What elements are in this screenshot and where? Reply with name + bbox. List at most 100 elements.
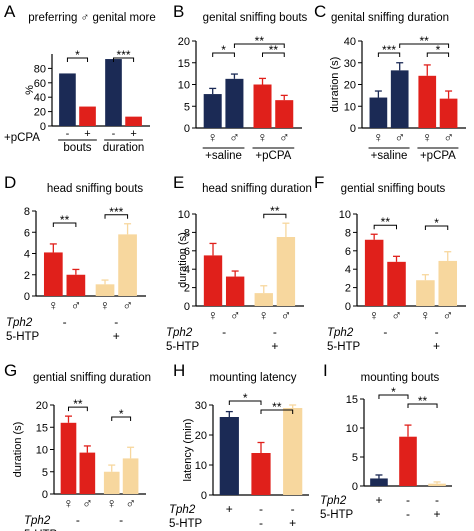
bar <box>364 239 384 306</box>
y-tick-label: 15 <box>346 394 358 406</box>
significance-bracket <box>212 52 235 57</box>
group-label: +pCPA <box>255 150 291 162</box>
y-tick-label: 0 <box>40 121 46 133</box>
factor-value: - <box>291 502 295 516</box>
y-tick-label: 0 <box>352 481 358 493</box>
bar <box>251 453 271 495</box>
significance-label: *** <box>109 205 123 219</box>
panel-title: head sniffing duration <box>202 183 312 195</box>
factor-row-label: 5-HTP <box>169 518 203 530</box>
factor-value: - <box>76 513 80 527</box>
panel-title: head sniffing bouts <box>47 183 144 195</box>
x-category-label: ♀ <box>63 495 74 511</box>
bar <box>59 73 76 126</box>
bar <box>283 408 303 495</box>
y-tick-label: 10 <box>178 80 190 92</box>
factor-row-label: Tph2 <box>166 327 193 339</box>
factor-value: - <box>406 507 410 521</box>
y-tick-label: 30 <box>195 400 207 412</box>
bar <box>125 116 142 126</box>
factor-row-label: Tph2 <box>6 317 33 329</box>
x-category-label: + <box>130 128 136 140</box>
x-category-label: ♀ <box>369 307 380 323</box>
panel-title: mounting latency <box>210 372 297 384</box>
y-axis-label: duration (s) <box>12 422 24 478</box>
factor-row-label: 5-HTP <box>320 509 354 521</box>
factor-value: - <box>273 325 277 339</box>
y-tick-label: 15 <box>178 58 190 70</box>
significance-label: ** <box>60 213 70 227</box>
y-tick-label: 8 <box>345 227 351 239</box>
bar <box>103 471 120 494</box>
y-tick-label: 0 <box>184 123 190 135</box>
factor-row-label: 5-HTP <box>24 529 58 531</box>
bar <box>387 261 406 306</box>
x-category-label: + <box>84 128 90 140</box>
group-label: +pCPA <box>420 150 456 162</box>
bar <box>105 59 122 126</box>
x-category-label: ♂ <box>229 129 240 145</box>
x-category-label: ♂ <box>71 297 82 313</box>
x-category-label: ♂ <box>391 307 402 323</box>
x-category-label: ♂ <box>125 495 136 511</box>
significance-bracket <box>67 406 88 412</box>
panel-letter: G <box>4 361 17 380</box>
x-category-label: ♂ <box>230 307 241 323</box>
significance-bracket <box>399 43 450 48</box>
panel-title: mounting bouts <box>361 372 440 384</box>
factor-value: - <box>406 493 410 507</box>
significance-bracket <box>262 52 285 57</box>
x-category-label: ♀ <box>100 297 111 313</box>
y-tick-label: 4 <box>345 264 351 276</box>
significance-label: ** <box>255 34 265 48</box>
significance-bracket <box>426 52 450 57</box>
bar <box>369 97 388 128</box>
factor-row-label: 5-HTP <box>6 331 40 343</box>
factor-value: - <box>222 325 226 339</box>
y-tick-label: 4 <box>184 264 190 276</box>
factor-value: - <box>383 325 387 339</box>
factor-value: + <box>113 329 120 343</box>
y-tick-label: 10 <box>178 209 190 221</box>
y-axis-label: % <box>24 85 36 95</box>
panel-title: gential sniffing duration <box>33 372 151 384</box>
y-tick-label: 4 <box>24 249 30 261</box>
y-tick-label: 2 <box>345 283 351 295</box>
significance-bracket <box>228 400 262 405</box>
factor-value: + <box>433 339 440 353</box>
significance-label: *** <box>117 48 131 62</box>
panel-title: gential sniffing bouts <box>341 183 446 195</box>
y-tick-label: 10 <box>36 445 48 457</box>
panel-title: genital sniffing bouts <box>203 12 308 24</box>
significance-bracket <box>260 409 294 414</box>
y-tick-label: 40 <box>34 92 46 104</box>
factor-value: - <box>119 513 123 527</box>
bar <box>122 458 139 494</box>
panel-title: preferring ♂ genital more <box>28 12 156 24</box>
bar <box>203 94 222 128</box>
significance-bracket <box>263 213 287 219</box>
factor-value: - <box>435 493 439 507</box>
bar <box>43 252 63 296</box>
bar <box>203 255 223 306</box>
factor-value: - <box>259 502 263 516</box>
panel-letter: H <box>173 361 185 380</box>
significance-bracket <box>424 225 449 230</box>
bar <box>416 280 435 306</box>
y-tick-label: 40 <box>344 36 356 48</box>
y-axis-label: duration (s) <box>329 57 341 113</box>
bar <box>438 260 458 306</box>
y-tick-label: 80 <box>34 63 46 75</box>
bar <box>370 478 388 486</box>
factor-value: + <box>289 516 296 530</box>
y-tick-label: 8 <box>184 227 190 239</box>
panel-letter: D <box>4 173 16 192</box>
x-category-label: ♂ <box>281 307 292 323</box>
y-tick-label: 8 <box>24 206 30 218</box>
